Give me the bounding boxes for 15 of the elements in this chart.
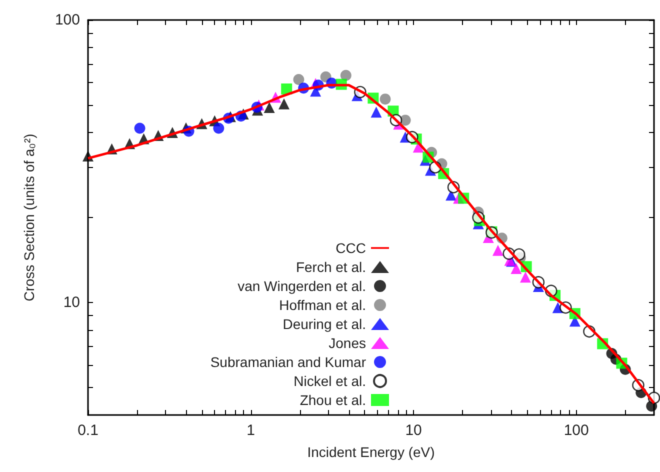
- x-tick-label: 100: [564, 422, 589, 439]
- legend-label: Deuring et al.: [282, 316, 366, 332]
- y-axis-title: Cross Section (units of a₀²): [21, 134, 37, 302]
- legend-label: Jones: [328, 335, 366, 351]
- legend-label: Ferch et al.: [296, 259, 366, 275]
- x-axis-title: Incident Energy (eV): [307, 444, 435, 460]
- x-tick-label: 1: [246, 422, 255, 439]
- legend-label: CCC: [336, 240, 366, 256]
- x-tick-label: 0.1: [78, 422, 98, 439]
- legend-label: Subramanian and Kumar: [210, 354, 366, 370]
- legend-label: van Wingerden et al.: [238, 278, 366, 294]
- x-tick-label: 10: [405, 422, 422, 439]
- legend-label: Zhou et al.: [300, 392, 366, 408]
- legend-label: Hoffman et al.: [279, 297, 366, 313]
- legend-label: Nickel et al.: [294, 373, 366, 389]
